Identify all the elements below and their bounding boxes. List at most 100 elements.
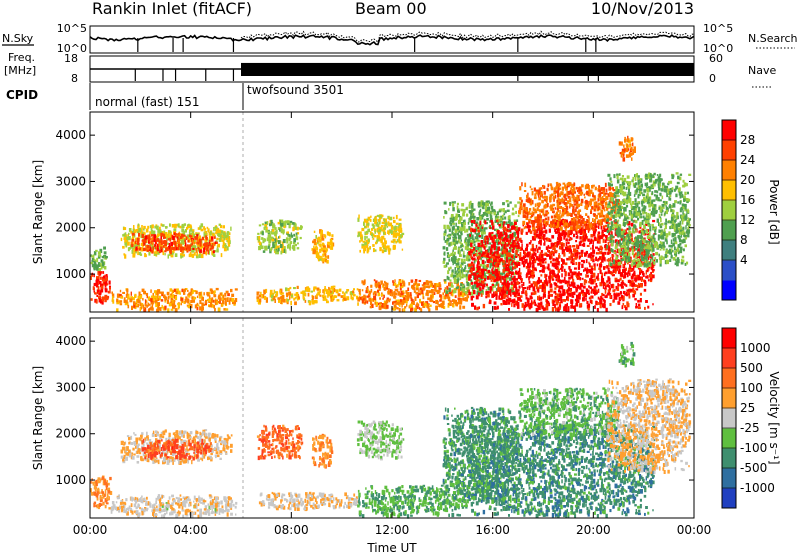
heatmap-cell bbox=[93, 274, 95, 278]
heatmap-cell bbox=[288, 291, 292, 296]
heatmap-cell bbox=[279, 219, 281, 224]
heatmap-cell bbox=[547, 263, 550, 267]
heatmap-cell bbox=[538, 241, 541, 245]
heatmap-cell bbox=[133, 302, 136, 306]
heatmap-cell bbox=[261, 294, 263, 298]
heatmap-cell bbox=[399, 304, 401, 307]
heatmap-cell bbox=[384, 240, 387, 244]
heatmap-cell bbox=[373, 295, 377, 301]
heatmap-cell bbox=[523, 307, 526, 311]
heatmap-cell bbox=[171, 290, 174, 294]
heatmap-cell bbox=[477, 258, 479, 263]
heatmap-cell bbox=[200, 223, 204, 228]
heatmap-cell bbox=[417, 283, 420, 286]
heatmap-cell bbox=[596, 252, 600, 255]
heatmap-cell bbox=[98, 281, 102, 285]
heatmap-cell bbox=[469, 291, 473, 296]
heatmap-cell bbox=[544, 273, 546, 279]
heatmap-cell bbox=[516, 246, 519, 250]
heatmap-cell bbox=[131, 232, 135, 236]
heatmap-cell bbox=[452, 304, 455, 308]
heatmap-cell bbox=[386, 297, 389, 301]
heatmap-cell bbox=[503, 241, 505, 244]
heatmap-cell bbox=[477, 226, 480, 229]
heatmap-cell bbox=[182, 232, 186, 235]
heatmap-cell bbox=[368, 297, 371, 302]
heatmap-cell bbox=[443, 201, 447, 205]
heatmap-cell bbox=[218, 297, 222, 301]
heatmap-cell bbox=[540, 250, 543, 254]
heatmap-cell bbox=[473, 243, 476, 247]
heatmap-cell bbox=[169, 288, 173, 292]
heatmap-cell bbox=[517, 289, 520, 292]
heatmap-cell bbox=[458, 269, 461, 273]
heatmap-cell bbox=[117, 295, 120, 298]
heatmap-cell bbox=[531, 243, 534, 249]
heatmap-cell bbox=[187, 301, 190, 304]
heatmap-cell bbox=[479, 215, 482, 221]
heatmap-cell bbox=[452, 220, 454, 224]
heatmap-cell bbox=[383, 294, 385, 299]
heatmap-cell bbox=[192, 232, 194, 235]
heatmap-cell bbox=[551, 274, 554, 279]
heatmap-cell bbox=[103, 246, 106, 250]
heatmap-cell bbox=[423, 286, 426, 289]
heatmap-cell bbox=[453, 218, 456, 221]
heatmap-cell bbox=[394, 304, 397, 308]
heatmap-cell bbox=[395, 240, 398, 244]
heatmap-cell bbox=[307, 292, 310, 297]
heatmap-cell bbox=[563, 276, 566, 281]
heatmap-cell bbox=[529, 230, 533, 234]
heatmap-cell bbox=[185, 242, 187, 247]
heatmap-cell bbox=[455, 240, 459, 244]
heatmap-cell bbox=[406, 295, 410, 300]
heatmap-cell bbox=[375, 301, 378, 306]
heatmap-cell bbox=[533, 274, 535, 278]
heatmap-cell bbox=[164, 250, 167, 253]
heatmap-cell bbox=[383, 303, 386, 307]
heatmap-cell bbox=[505, 272, 508, 276]
heatmap-cell bbox=[465, 273, 468, 278]
heatmap-cell bbox=[512, 286, 515, 291]
heatmap-cell bbox=[212, 299, 215, 303]
heatmap-cell bbox=[147, 302, 150, 307]
heatmap-cell bbox=[325, 291, 329, 295]
heatmap-cell bbox=[635, 275, 638, 280]
heatmap-cell bbox=[478, 292, 482, 295]
heatmap-cell bbox=[362, 297, 366, 301]
heatmap-cell bbox=[364, 241, 367, 246]
heatmap-cell bbox=[323, 290, 326, 295]
heatmap-cell bbox=[461, 293, 465, 298]
heatmap-cell bbox=[429, 290, 432, 293]
heatmap-cell bbox=[131, 243, 134, 247]
heatmap-cell bbox=[468, 263, 471, 267]
heatmap-cell bbox=[458, 273, 462, 278]
heatmap-cell bbox=[160, 223, 163, 227]
heatmap-cell bbox=[98, 292, 102, 296]
heatmap-cell bbox=[188, 223, 190, 226]
heatmap-cell bbox=[218, 223, 221, 226]
heatmap-cell bbox=[478, 269, 481, 272]
heatmap-cell bbox=[166, 299, 169, 304]
heatmap-cell bbox=[458, 300, 461, 305]
heatmap-cell bbox=[322, 248, 325, 252]
heatmap-cell bbox=[377, 231, 381, 235]
heatmap-cell bbox=[120, 237, 123, 242]
heatmap-cell bbox=[578, 303, 582, 307]
heatmap-cell bbox=[623, 296, 625, 301]
heatmap-cell bbox=[274, 291, 277, 294]
heatmap-cell bbox=[583, 229, 586, 234]
heatmap-cell bbox=[509, 248, 512, 253]
heatmap-cell bbox=[550, 293, 552, 297]
heatmap-cell bbox=[158, 295, 161, 301]
heatmap-cell bbox=[447, 270, 450, 275]
heatmap-cell bbox=[620, 294, 623, 299]
heatmap-cell bbox=[461, 222, 464, 226]
heatmap-cell bbox=[582, 236, 584, 240]
heatmap-cell bbox=[442, 260, 446, 264]
heatmap-cell bbox=[590, 295, 594, 299]
heatmap-cell bbox=[127, 304, 130, 309]
heatmap-cell bbox=[142, 297, 144, 301]
heatmap-cell bbox=[483, 231, 486, 235]
heatmap-cell bbox=[414, 279, 418, 282]
